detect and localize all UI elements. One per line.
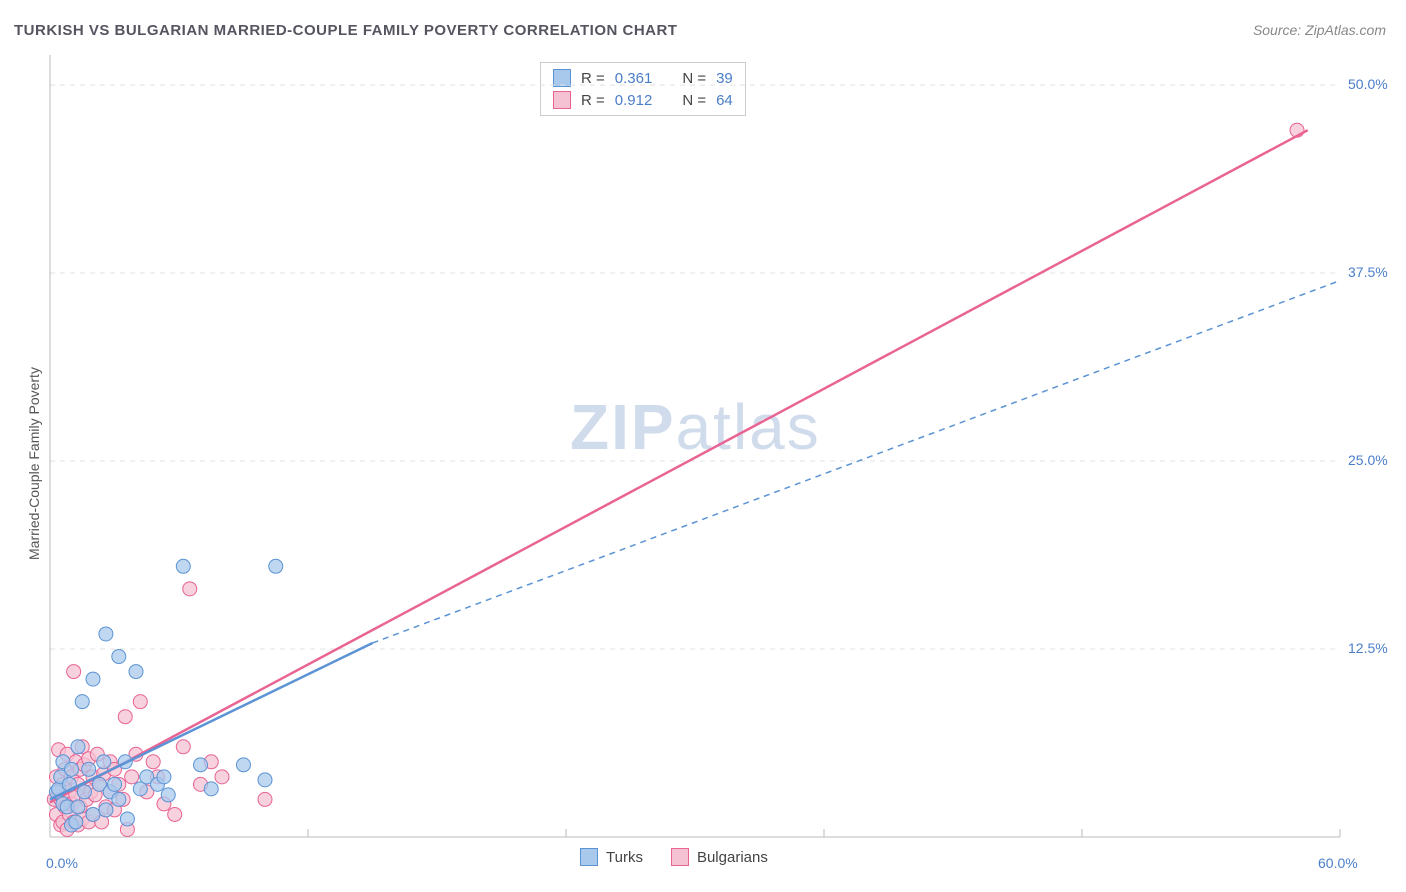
y-tick-label: 25.0% xyxy=(1348,452,1388,468)
x-axis-max-label: 60.0% xyxy=(1318,855,1358,871)
y-axis-label: Married-Couple Family Poverty xyxy=(26,367,42,560)
swatch-bulgarians xyxy=(671,848,689,866)
series-legend: Turks Bulgarians xyxy=(580,848,768,866)
y-tick-label: 12.5% xyxy=(1348,640,1388,656)
y-tick-label: 37.5% xyxy=(1348,264,1388,280)
chart-title: TURKISH VS BULGARIAN MARRIED-COUPLE FAMI… xyxy=(14,22,677,39)
y-tick-label: 50.0% xyxy=(1348,76,1388,92)
legend-item-bulgarians: Bulgarians xyxy=(671,848,768,866)
chart-container: TURKISH VS BULGARIAN MARRIED-COUPLE FAMI… xyxy=(0,0,1406,892)
source-label: Source: ZipAtlas.com xyxy=(1253,22,1386,38)
scatter-plot xyxy=(50,55,1340,837)
legend-label-bulgarians: Bulgarians xyxy=(697,849,768,866)
legend-item-turks: Turks xyxy=(580,848,643,866)
x-axis-origin-label: 0.0% xyxy=(46,855,78,871)
legend-label-turks: Turks xyxy=(606,849,643,866)
swatch-turks xyxy=(580,848,598,866)
